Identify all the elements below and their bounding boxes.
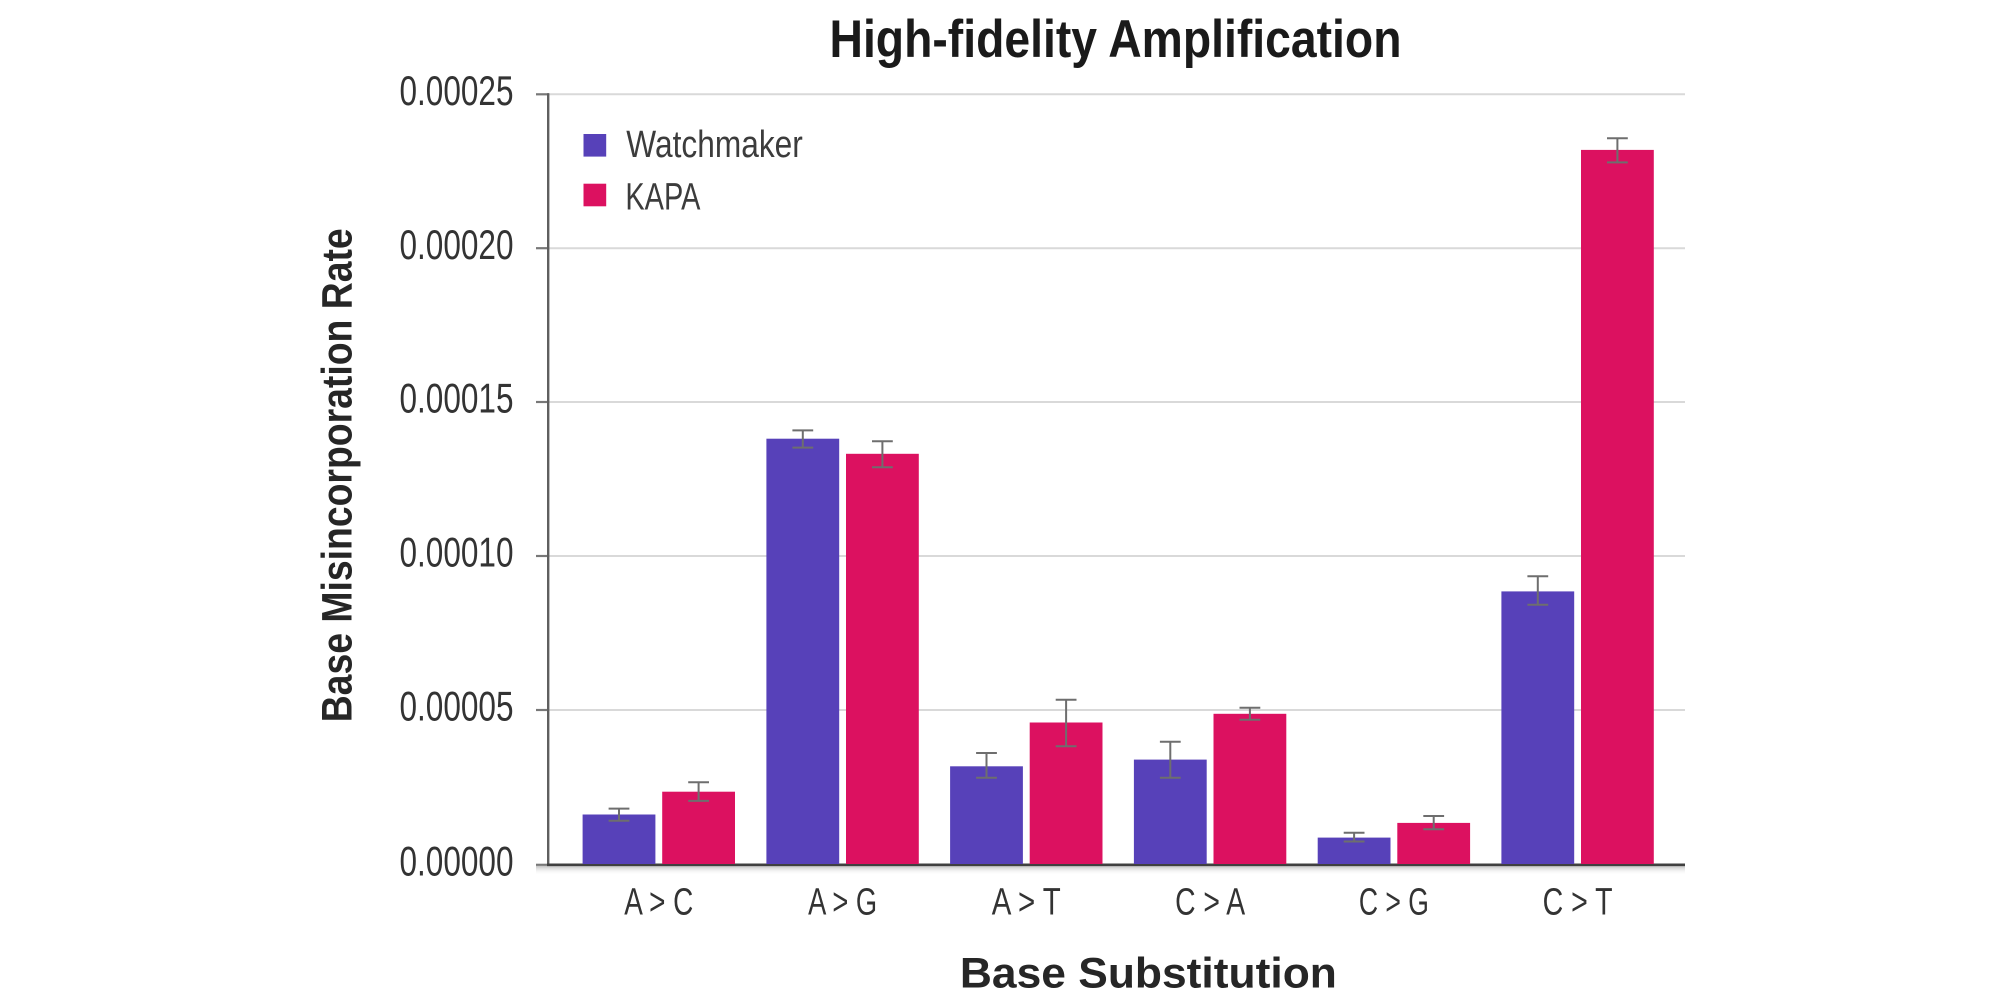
svg-text:C > A: C > A <box>1175 881 1245 923</box>
svg-text:Base Substitution: Base Substitution <box>960 949 1337 997</box>
svg-text:A > G: A > G <box>808 881 877 923</box>
svg-text:0.00005: 0.00005 <box>400 683 514 730</box>
svg-text:KAPA: KAPA <box>625 177 700 219</box>
svg-text:Watchmaker: Watchmaker <box>626 124 803 166</box>
svg-text:0.00025: 0.00025 <box>400 67 514 114</box>
svg-text:0.00010: 0.00010 <box>400 529 514 576</box>
svg-text:High-fidelity Amplification: High-fidelity Amplification <box>830 10 1402 69</box>
svg-text:C > G: C > G <box>1359 881 1429 923</box>
svg-text:C > T: C > T <box>1543 881 1613 923</box>
svg-text:A > C: A > C <box>624 881 693 923</box>
svg-text:0.00000: 0.00000 <box>400 838 514 885</box>
svg-text:Base Misincorporation Rate: Base Misincorporation Rate <box>313 228 361 722</box>
svg-text:A > T: A > T <box>992 881 1061 923</box>
svg-text:0.00015: 0.00015 <box>400 375 514 422</box>
svg-text:0.00020: 0.00020 <box>400 221 514 268</box>
